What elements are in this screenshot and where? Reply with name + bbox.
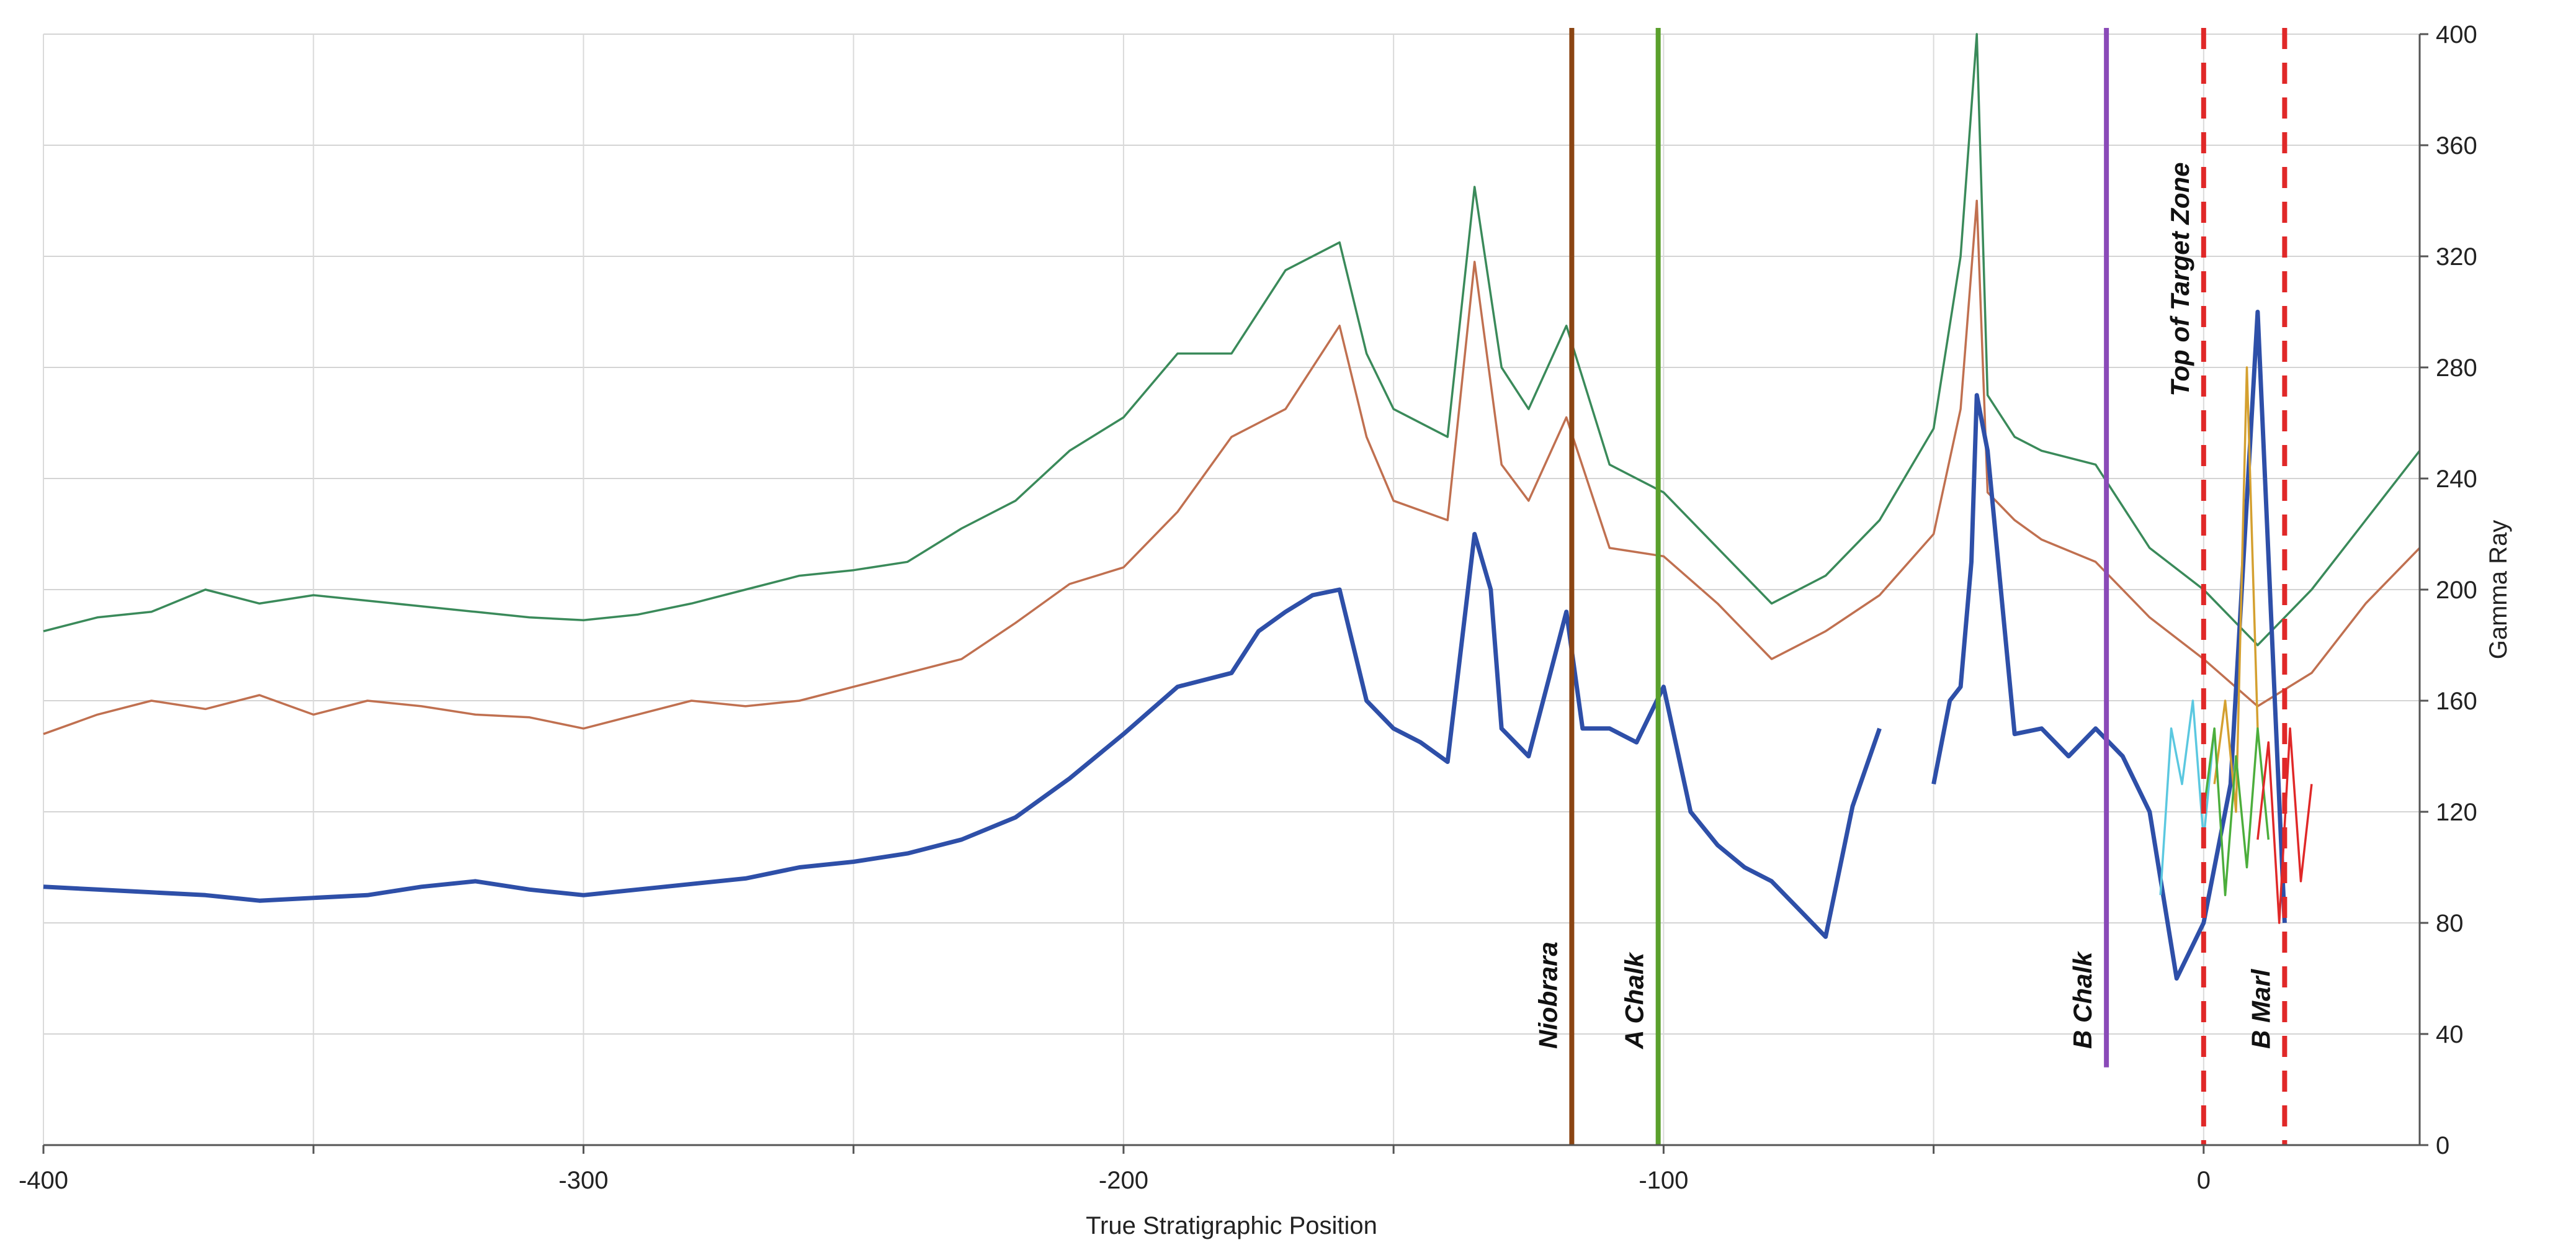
marker-label-3: B Chalk xyxy=(2068,950,2097,1049)
y-tick-label: 280 xyxy=(2436,354,2477,382)
series-line-1 xyxy=(43,33,2421,647)
marker-label-2: A Chalk xyxy=(1620,951,1649,1049)
series-line-8 xyxy=(2256,727,2313,924)
x-tick-label: -200 xyxy=(1099,1167,1148,1194)
series-layer xyxy=(43,33,2421,981)
formation-markers: Niobrara A Chalk B Chalk Top of Target Zone… xyxy=(1533,28,2288,1145)
y-tick-label: 240 xyxy=(2436,465,2477,493)
y-tick-label: 80 xyxy=(2436,910,2464,937)
y-tick-label: 160 xyxy=(2436,688,2477,715)
y-tick-label: 120 xyxy=(2436,799,2477,826)
series-line-6 xyxy=(2213,366,2259,813)
series-line-4 xyxy=(1931,310,2287,981)
y-tick-label: 0 xyxy=(2436,1132,2449,1159)
y-axis-title: Gamma Ray xyxy=(2485,520,2512,660)
series-line-3 xyxy=(43,532,1882,939)
marker-label-1: Niobrara xyxy=(1533,942,1562,1049)
series-line-7 xyxy=(2203,727,2270,897)
y-tick-label: 400 xyxy=(2436,21,2477,48)
y-tick-label: 200 xyxy=(2436,577,2477,604)
marker-label-5: B Marl xyxy=(2246,968,2275,1049)
grid xyxy=(43,34,2420,1146)
x-tick-label: -300 xyxy=(558,1167,608,1194)
marker-label-4: Top of Target Zone xyxy=(2165,162,2194,396)
axes: 0 40 80 120 160 200 240 280 320 360 400 -400 -300 -20… xyxy=(19,21,2477,1194)
x-axis-title: True Stratigraphic Position xyxy=(1086,1212,1377,1239)
y-tick-label: 40 xyxy=(2436,1021,2464,1048)
y-tick-label: 320 xyxy=(2436,243,2477,271)
series-line-2 xyxy=(43,199,2421,735)
x-tick-label: 0 xyxy=(2197,1167,2211,1194)
x-tick-label: -400 xyxy=(19,1167,68,1194)
y-tick-label: 360 xyxy=(2436,132,2477,160)
series-line-5 xyxy=(2159,699,2216,896)
x-tick-label: -100 xyxy=(1639,1167,1688,1194)
